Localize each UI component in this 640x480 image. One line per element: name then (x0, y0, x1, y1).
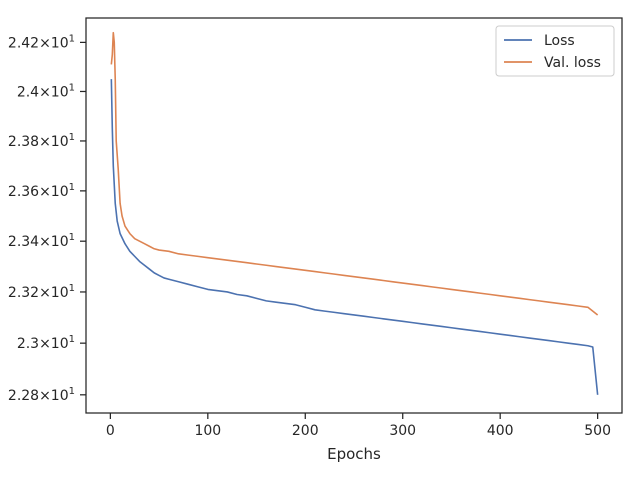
y-tick-label: 2.4×101 (17, 82, 75, 100)
legend: Loss Val. loss (495, 25, 615, 77)
plot-frame (85, 17, 623, 414)
x-tick-label: 0 (106, 423, 115, 439)
x-axis-label: Epochs (327, 445, 381, 463)
x-tick-label: 400 (487, 423, 514, 439)
y-tick-label: 2.3×101 (17, 334, 75, 352)
series-line-val-loss (110, 31, 599, 316)
x-tick-label: 500 (584, 423, 611, 439)
y-axis: 2.28×101 2.3×101 2.32×101 2.34×101 2.36×101 2… (8, 33, 86, 404)
legend-label: Loss (544, 33, 575, 49)
x-tick-label: 100 (194, 423, 221, 439)
y-tick-label: 2.34×101 (8, 232, 75, 250)
y-tick-label: 2.36×101 (8, 182, 75, 200)
y-tick-label: 2.42×101 (8, 33, 75, 51)
y-tick-label: 2.32×101 (8, 283, 75, 301)
x-tick-label: 200 (292, 423, 319, 439)
x-axis: 0 100 200 300 400 500 (106, 413, 611, 439)
y-tick-label: 2.38×101 (8, 132, 75, 150)
legend-box (495, 25, 615, 77)
series-layer (110, 31, 599, 395)
legend-label: Val. loss (544, 55, 601, 71)
y-tick-label: 2.28×101 (8, 386, 75, 404)
series-line-loss (110, 79, 599, 395)
x-tick-label: 300 (389, 423, 416, 439)
